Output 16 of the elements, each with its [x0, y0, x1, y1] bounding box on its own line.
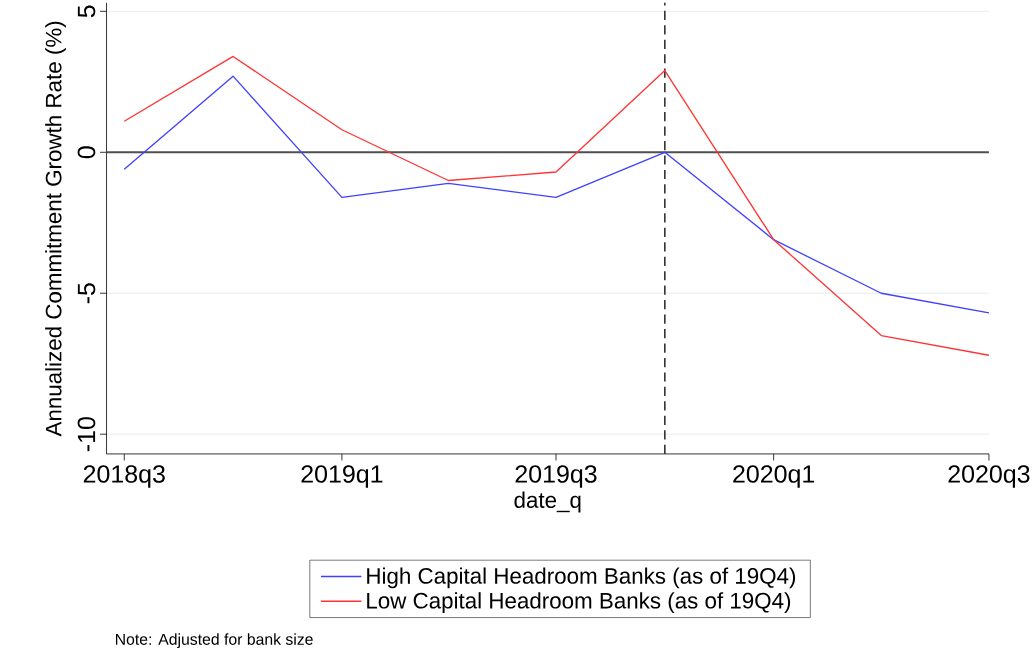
y-tick-label: -5: [77, 283, 96, 304]
x-axis-title: date_q: [514, 491, 581, 513]
legend-label: High Capital Headroom Banks (as of 19Q4): [367, 567, 796, 589]
legend-label: Low Capital Headroom Banks (as of 19Q4): [367, 592, 791, 614]
y-axis-title: Annualized Commitment Growth Rate (%): [45, 21, 66, 437]
line-series: [123, 75, 990, 314]
x-tick-label: 2019q1: [301, 465, 383, 488]
line-series: [123, 55, 990, 356]
y-tick-label: 0: [77, 146, 96, 159]
text: Note: Adjusted for bank size: [115, 633, 313, 649]
x-tick-label: 2020q1: [733, 465, 815, 488]
y-tick-label: 5: [77, 5, 96, 18]
x-tick-label: 2019q3: [515, 465, 597, 488]
x-tick-label: 2018q3: [83, 465, 165, 488]
x-tick-label: 2020q3: [948, 465, 1030, 488]
y-tick-label: -10: [77, 417, 96, 452]
